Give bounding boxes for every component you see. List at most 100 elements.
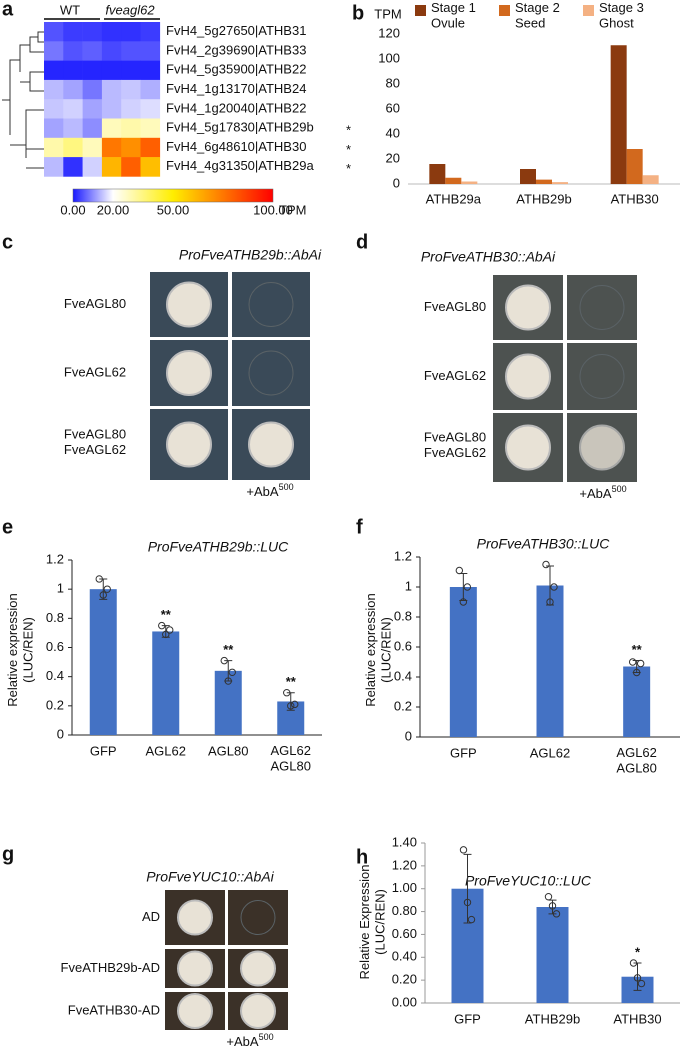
bar xyxy=(449,587,477,737)
chart-title: ProFveYUC10::LUC xyxy=(465,873,592,889)
replicate-point xyxy=(629,959,638,967)
replicate-point xyxy=(552,910,561,918)
bar xyxy=(461,181,478,184)
bar xyxy=(429,164,446,184)
bar xyxy=(536,585,564,737)
replicate-point xyxy=(544,893,553,901)
heatmap-cell xyxy=(121,41,141,61)
x-tick-label: ATHB29b xyxy=(525,1011,580,1026)
row-label: FveATHB29b-AD xyxy=(61,960,160,975)
bar xyxy=(536,179,552,184)
treatment-concentration: 500 xyxy=(612,484,627,494)
gene-label: FvH4_1g13170|ATHB24 xyxy=(166,81,306,96)
significance-label: ** xyxy=(161,607,172,622)
y-tick-label: 1 xyxy=(405,578,412,593)
yeast-spot xyxy=(579,354,625,399)
heatmap-cell xyxy=(140,157,161,177)
replicate-point xyxy=(166,626,174,634)
y-tick-label: 1.20 xyxy=(392,857,417,872)
heatmap-cell xyxy=(44,137,64,158)
row-label: FveAGL80 FveAGL62 xyxy=(64,427,126,458)
chart-title: ProFveATHB29b::LUC xyxy=(148,539,289,555)
replicate-point xyxy=(550,583,558,591)
replicate-point xyxy=(224,677,232,685)
replicate-point xyxy=(158,621,166,630)
replicate-point xyxy=(463,898,472,907)
replicate-point xyxy=(162,630,170,639)
treatment-concentration: 500 xyxy=(259,1032,274,1042)
treatment-label: +AbA500 xyxy=(226,1032,273,1049)
heatmap-cell xyxy=(101,79,122,100)
treatment-name: +AbA xyxy=(579,486,611,501)
x-tick-label: AGL62 xyxy=(146,743,186,758)
colorbar-tick-label: 100.00 xyxy=(253,202,293,217)
x-tick-label: ATHB30 xyxy=(611,191,659,206)
x-tick-label: ATHB30 xyxy=(613,1011,661,1026)
bar xyxy=(552,182,568,184)
heatmap-cell xyxy=(63,60,83,81)
panel-letter: e xyxy=(2,516,13,538)
x-tick-label: GFP xyxy=(450,745,477,760)
heatmap-cell xyxy=(44,99,64,119)
heatmap-cell xyxy=(44,41,64,61)
x-tick-label: ATHB29b xyxy=(516,191,571,206)
y-tick-label: 0.4 xyxy=(394,668,412,683)
heatmap-cell xyxy=(82,60,103,81)
heatmap-cell xyxy=(121,22,141,42)
bar xyxy=(89,589,117,735)
heatmap-cell xyxy=(63,79,83,100)
gene-label: FvH4_6g48610|ATHB30 xyxy=(166,139,306,154)
heatmap-cell xyxy=(101,60,122,81)
replicate-point xyxy=(463,583,472,591)
panel-title: ProFveATHB29b::AbAi xyxy=(179,247,322,263)
x-tick-label: GFP xyxy=(454,1011,481,1026)
colorbar-tick-label: 0.00 xyxy=(60,202,85,217)
row-label: FveAGL62 xyxy=(64,364,126,379)
replicate-point xyxy=(291,700,299,709)
yeast-spot xyxy=(166,281,212,328)
y-axis-label: Relative expression(LUC/REN) xyxy=(363,593,394,706)
heatmap-cell xyxy=(63,41,83,61)
legend-label: Stage 3 Ghost xyxy=(599,0,644,31)
yeast-spot xyxy=(177,899,213,936)
replicate-point xyxy=(459,846,468,854)
panel-letter: d xyxy=(356,231,368,253)
heatmap-cell xyxy=(101,22,122,42)
heatmap-cell xyxy=(82,118,103,139)
yeast-spot xyxy=(505,353,551,400)
heatmap-cell xyxy=(121,79,141,100)
heatmap-cell xyxy=(140,22,161,42)
colorbar-unit: TPM xyxy=(279,202,306,217)
y-tick-label: 0 xyxy=(405,728,412,743)
heatmap-cell xyxy=(82,22,103,42)
gene-label: FvH4_4g31350|ATHB29a xyxy=(166,158,314,173)
yeast-spot xyxy=(505,424,551,471)
error-bar xyxy=(286,692,295,711)
heatmap-cell xyxy=(82,137,103,158)
yeast-spot xyxy=(248,282,294,327)
replicate-point xyxy=(459,598,468,606)
heatmap-cell xyxy=(140,137,161,158)
y-tick-label: 1.2 xyxy=(46,551,64,566)
x-tick-label: AGL80 xyxy=(208,743,248,758)
bar xyxy=(626,149,643,184)
yeast-spot xyxy=(240,993,276,1029)
y-tick-label: 1.00 xyxy=(392,880,417,895)
bar xyxy=(536,907,569,1003)
panel-letter: g xyxy=(2,843,14,865)
y-tick-label: 0.8 xyxy=(46,610,64,625)
heatmap-cell xyxy=(44,79,64,100)
heatmap-cell xyxy=(63,99,83,119)
y-tick-label: 0.2 xyxy=(394,698,412,713)
replicate-point xyxy=(632,668,641,677)
y-tick-label: 40 xyxy=(386,125,400,140)
yeast-spot xyxy=(177,993,213,1029)
significance-label: ** xyxy=(286,674,297,689)
chart-title: ProFveATHB30::LUC xyxy=(477,536,611,552)
yeast-spot xyxy=(166,421,212,468)
yeast-spot xyxy=(579,424,625,471)
y-tick-label: 100 xyxy=(378,50,400,65)
legend-swatch xyxy=(415,5,426,16)
error-bar xyxy=(633,962,642,991)
